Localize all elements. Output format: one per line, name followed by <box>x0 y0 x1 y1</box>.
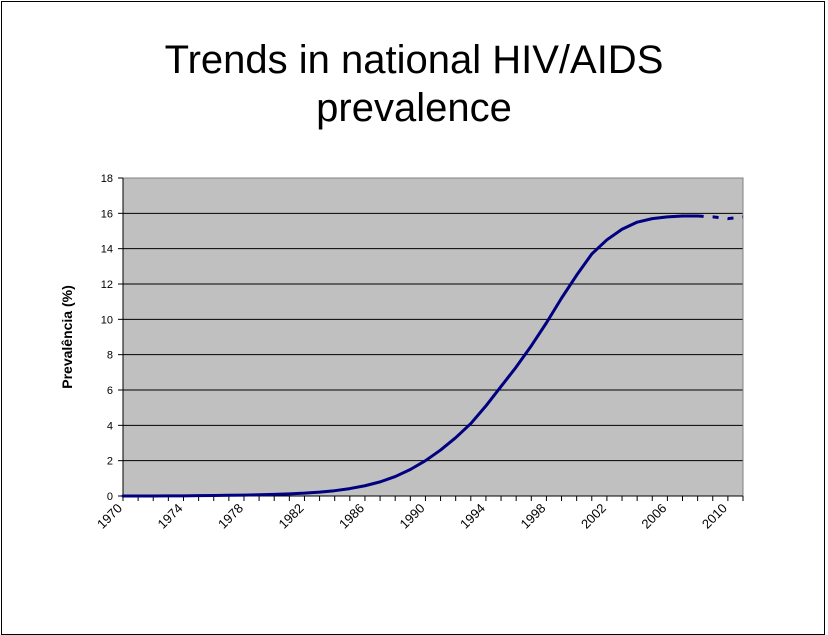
y-tick-label: 16 <box>101 208 113 220</box>
x-axis: 1970 1974 1978 1982 1986 1990 1994 1998 2002 2006… <box>94 495 744 532</box>
x-tick-label: 1986 <box>336 501 367 532</box>
series-line <box>121 214 700 498</box>
x-tick-label: 1974 <box>155 501 186 532</box>
y-tick-label: 10 <box>101 314 113 326</box>
y-tick-label: 0 <box>107 491 113 503</box>
chart-title: Trends in national HIV/AIDS prevalence <box>0 36 828 132</box>
y-tick-label: 18 <box>101 173 113 185</box>
gridlines <box>123 212 743 462</box>
y-tick-label: 12 <box>101 279 113 291</box>
chart-title-line-2: prevalence <box>316 86 512 130</box>
y-tick-label: 14 <box>101 244 113 256</box>
y-tick-label: 6 <box>107 385 113 397</box>
y-tick-label: 8 <box>107 350 113 362</box>
y-tick-label: 2 <box>107 456 113 468</box>
x-tick-label: 1970 <box>94 501 125 532</box>
x-tick-label: 1990 <box>397 501 428 532</box>
x-tick-label: 1978 <box>215 501 246 532</box>
x-tick-label: 2002 <box>578 501 609 532</box>
chart-title-line-1: Trends in national HIV/AIDS <box>164 38 664 82</box>
plot-area <box>123 178 743 496</box>
x-tick-label: 2010 <box>699 501 730 532</box>
y-tick-label: 4 <box>107 420 113 432</box>
series-layer <box>121 214 744 498</box>
x-tick-label: 1982 <box>276 501 307 532</box>
x-tick-label: 1998 <box>517 501 548 532</box>
y-axis: 0 2 4 6 8 10 12 14 16 18 <box>101 173 124 503</box>
x-tick-label: 2006 <box>638 501 669 532</box>
x-tick-label: 1994 <box>457 501 488 532</box>
y-axis-label: Prevalência (%) <box>59 285 75 389</box>
